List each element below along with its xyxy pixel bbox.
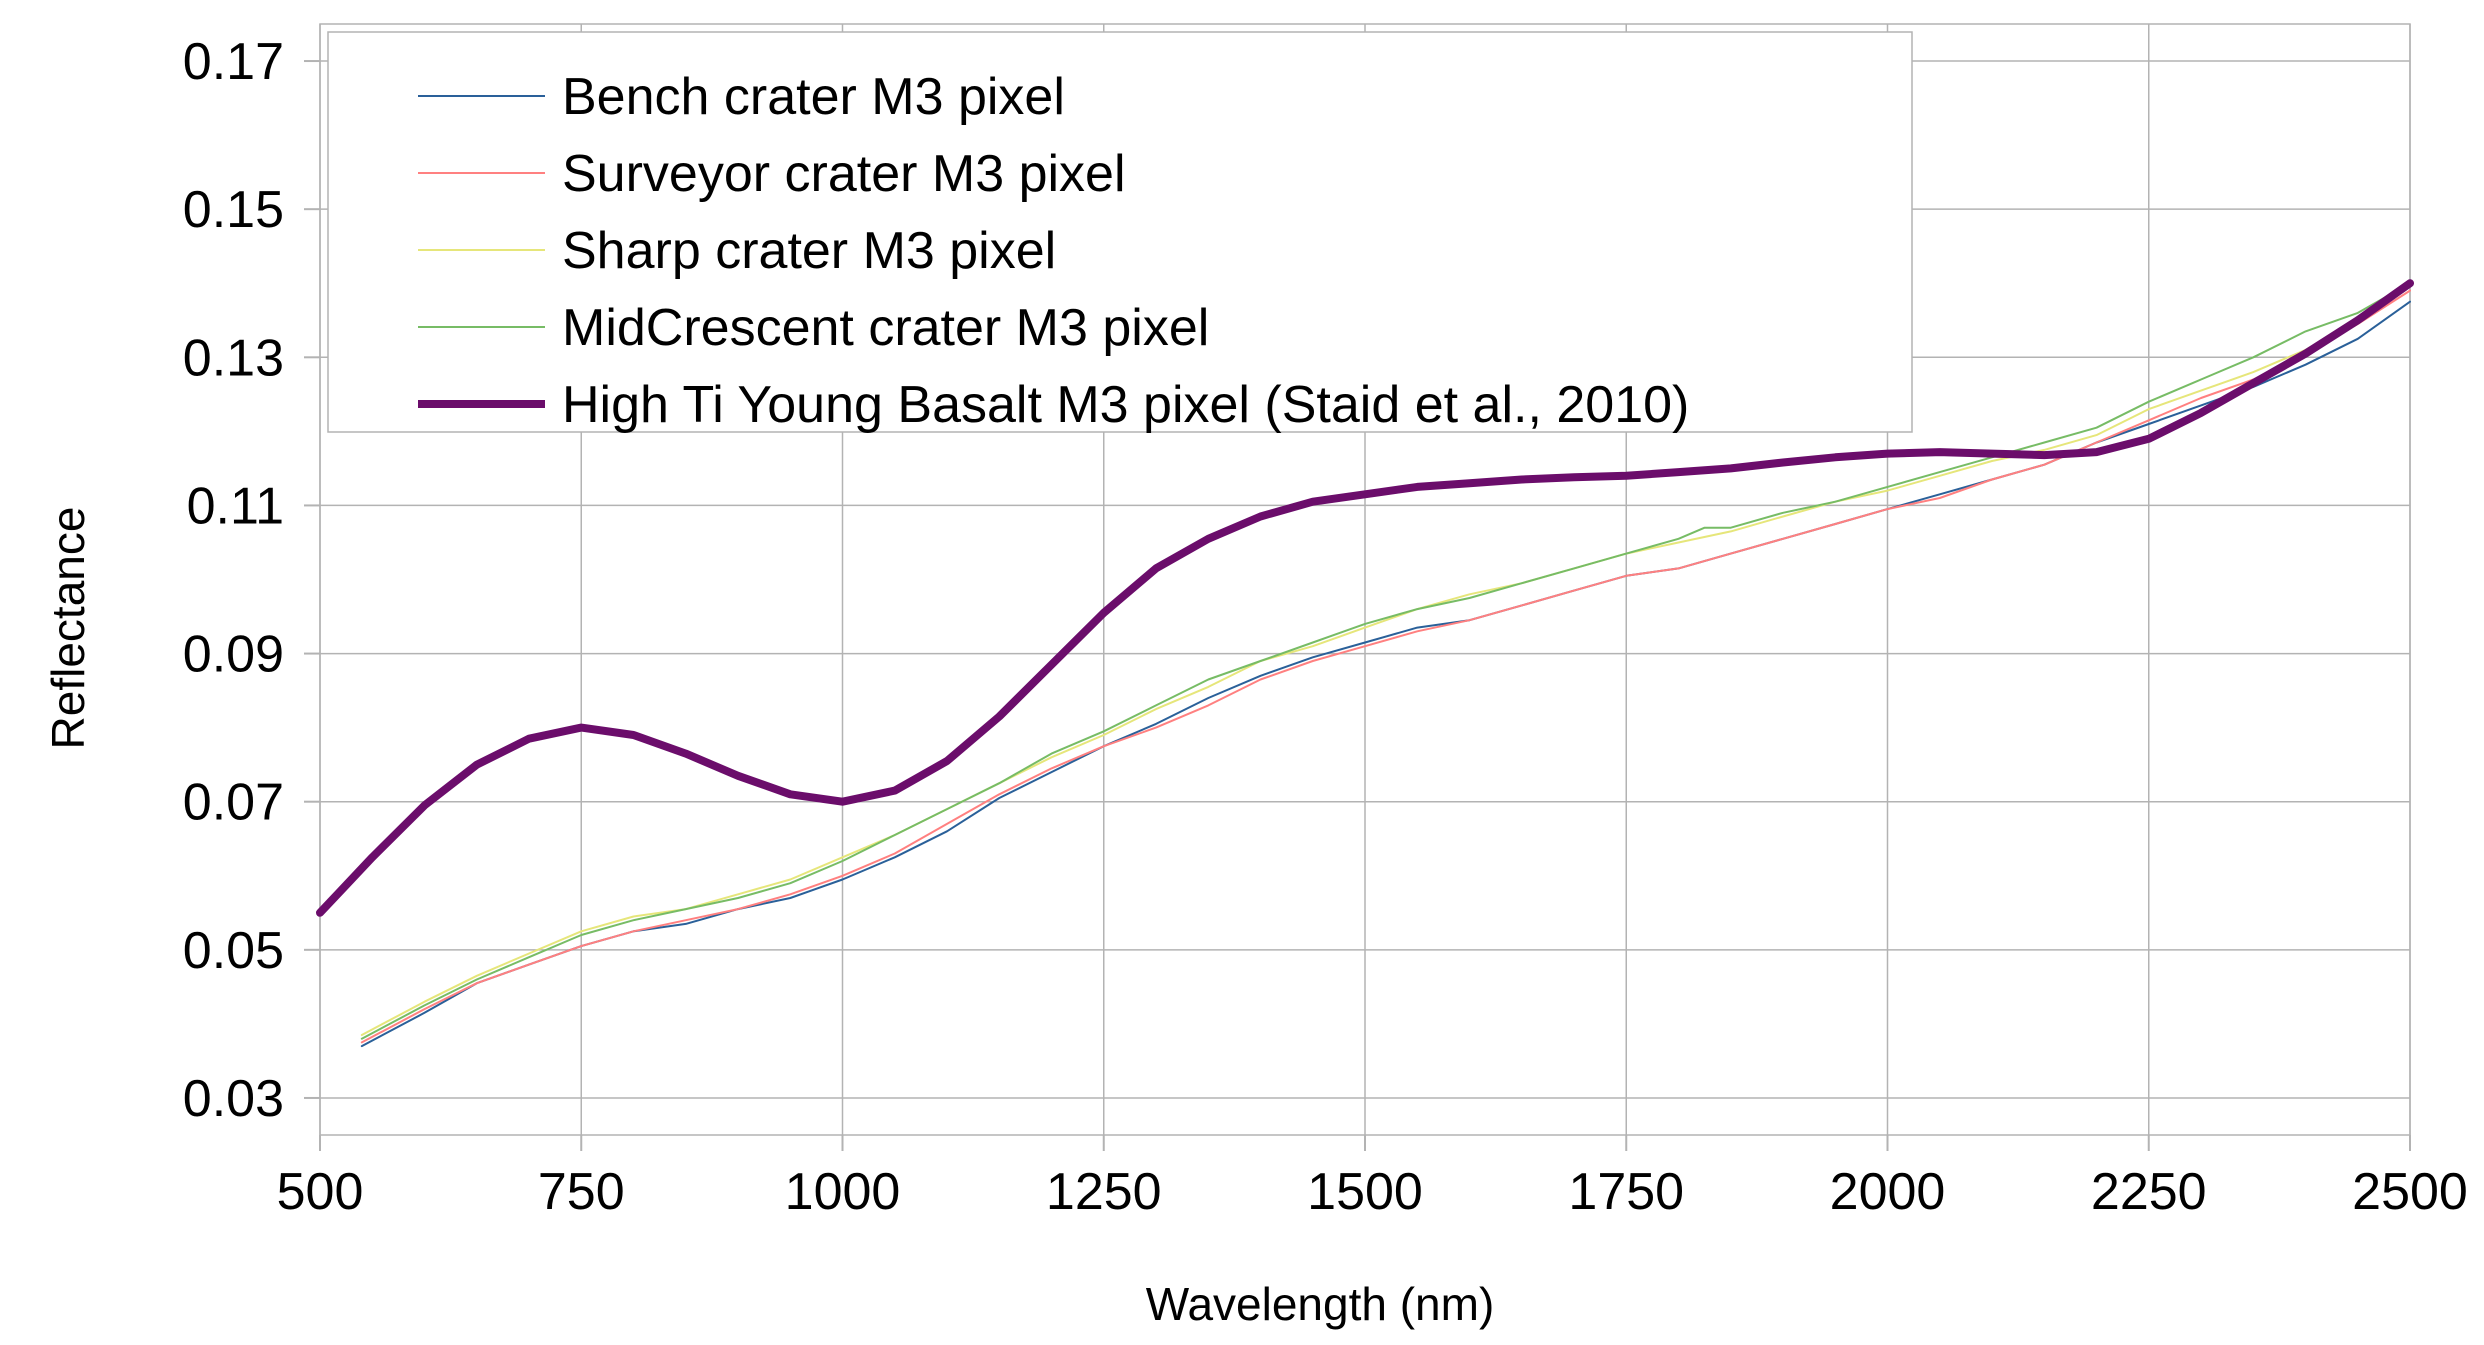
x-tick-label: 2500 [2352,1163,2468,1221]
y-axis-title: Reflectance [42,507,94,750]
y-tick-label: 0.07 [183,774,284,832]
x-tick-label: 500 [277,1163,364,1221]
y-tick-label: 0.03 [183,1070,284,1128]
x-axis-title: Wavelength (nm) [1146,1278,1495,1330]
x-tick-label: 2250 [2091,1163,2207,1221]
legend: Bench crater M3 pixel Surveyor crater M3 … [327,31,1913,434]
series-lines [316,279,2414,1048]
legend-entry: Bench crater M3 pixel [562,68,1065,126]
series-line-3 [360,282,2411,1036]
legend-entry: MidCrescent crater M3 pixel [562,299,1209,357]
x-tick-label: 1500 [1307,1163,1423,1221]
x-tick-label: 1250 [1046,1163,1162,1221]
y-tick-label: 0.05 [183,922,284,980]
y-tick-label: 0.13 [183,329,284,387]
x-tick-label: 1000 [785,1163,901,1221]
y-tick-label: 0.09 [183,626,284,684]
legend-entry: Sharp crater M3 pixel [562,222,1056,280]
legend-entry: Surveyor crater M3 pixel [562,145,1126,203]
x-axis-ticks: 500 750 1000 1250 1500 1750 2000 2250 2500 [277,1135,2468,1221]
y-tick-label: 0.17 [183,33,284,91]
legend-box [327,31,1913,433]
x-tick-label: 1750 [1568,1163,1684,1221]
x-tick-label: 750 [538,1163,625,1221]
x-tick-label: 2000 [1830,1163,1946,1221]
series-line-5 [316,279,2414,917]
series-line-4 [360,282,2411,1040]
y-axis-ticks: 0.03 0.05 0.07 0.09 0.11 0.13 0.15 0.17 [183,33,320,1128]
legend-entry: High Ti Young Basalt M3 pixel (Staid et … [562,376,1689,434]
y-tick-label: 0.11 [187,477,284,535]
y-tick-label: 0.15 [183,181,284,239]
